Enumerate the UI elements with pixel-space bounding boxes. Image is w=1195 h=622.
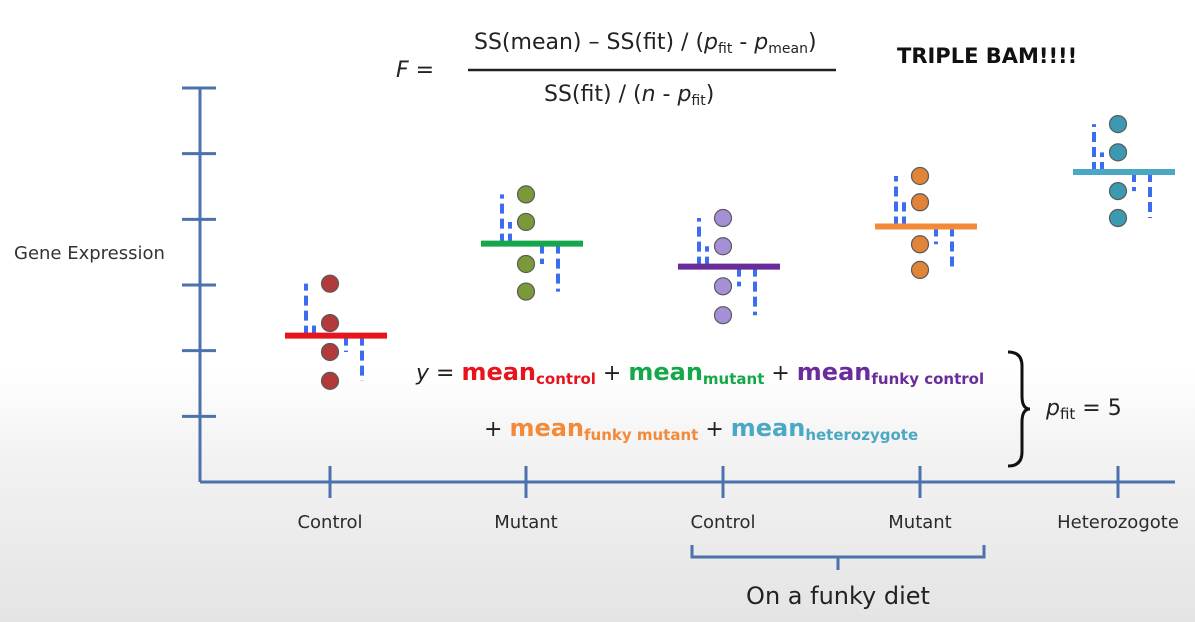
data-point: [320, 313, 340, 333]
y-axis-label: Gene Expression: [14, 243, 165, 264]
formula-denominator: SS(fit) / (n - pfit): [544, 82, 715, 109]
formula-numerator: SS(mean) – SS(fit) / (pfit - pmean): [474, 30, 817, 57]
mean-funky-mutant-term: mean: [509, 414, 585, 442]
data-point: [320, 342, 340, 362]
data-point: [910, 166, 930, 186]
data-point: [1108, 208, 1128, 228]
mean-funky-control-term: mean: [796, 358, 872, 386]
data-point: [516, 254, 536, 274]
pfit-label: pfit = 5: [1046, 396, 1122, 423]
data-point: [516, 282, 536, 301]
x-tick-label: Control: [297, 512, 363, 533]
mean-control-term: mean: [461, 358, 537, 386]
data-point: [713, 208, 733, 228]
triple-bam-text: TRIPLE BAM!!!!: [897, 44, 1078, 68]
data-point: [713, 306, 733, 325]
data-point: [1108, 115, 1128, 134]
mean-mutant-term: mean: [628, 358, 703, 386]
data-point: [516, 185, 536, 204]
chart-marks: [285, 115, 1175, 390]
data-point: [320, 274, 340, 293]
pfit-brace: [1007, 350, 1031, 468]
data-point: [713, 237, 733, 256]
data-point: [910, 235, 930, 254]
data-point: [320, 371, 340, 390]
chart-axes: [182, 86, 1175, 498]
model-equation-line2: + meanfunky mutant + meanheterozygote: [484, 414, 919, 444]
model-equation-line1: y = meancontrol + meanmutant + meanfunky…: [416, 358, 985, 388]
data-point: [516, 212, 536, 232]
diet-bracket: [690, 545, 986, 570]
x-tick-label: Control: [690, 512, 756, 533]
x-tick-label: Heterozogote: [1057, 512, 1179, 533]
data-point: [910, 193, 930, 212]
data-point: [910, 260, 930, 279]
x-tick-label: Mutant: [494, 512, 558, 533]
data-point: [1108, 143, 1128, 162]
data-point: [1108, 181, 1128, 201]
mean-heterozygote-term: mean: [730, 414, 806, 442]
diet-group-label: On a funky diet: [746, 582, 930, 610]
formula-lhs: F =: [396, 58, 435, 83]
data-point: [713, 277, 733, 296]
x-tick-label: Mutant: [888, 512, 952, 533]
